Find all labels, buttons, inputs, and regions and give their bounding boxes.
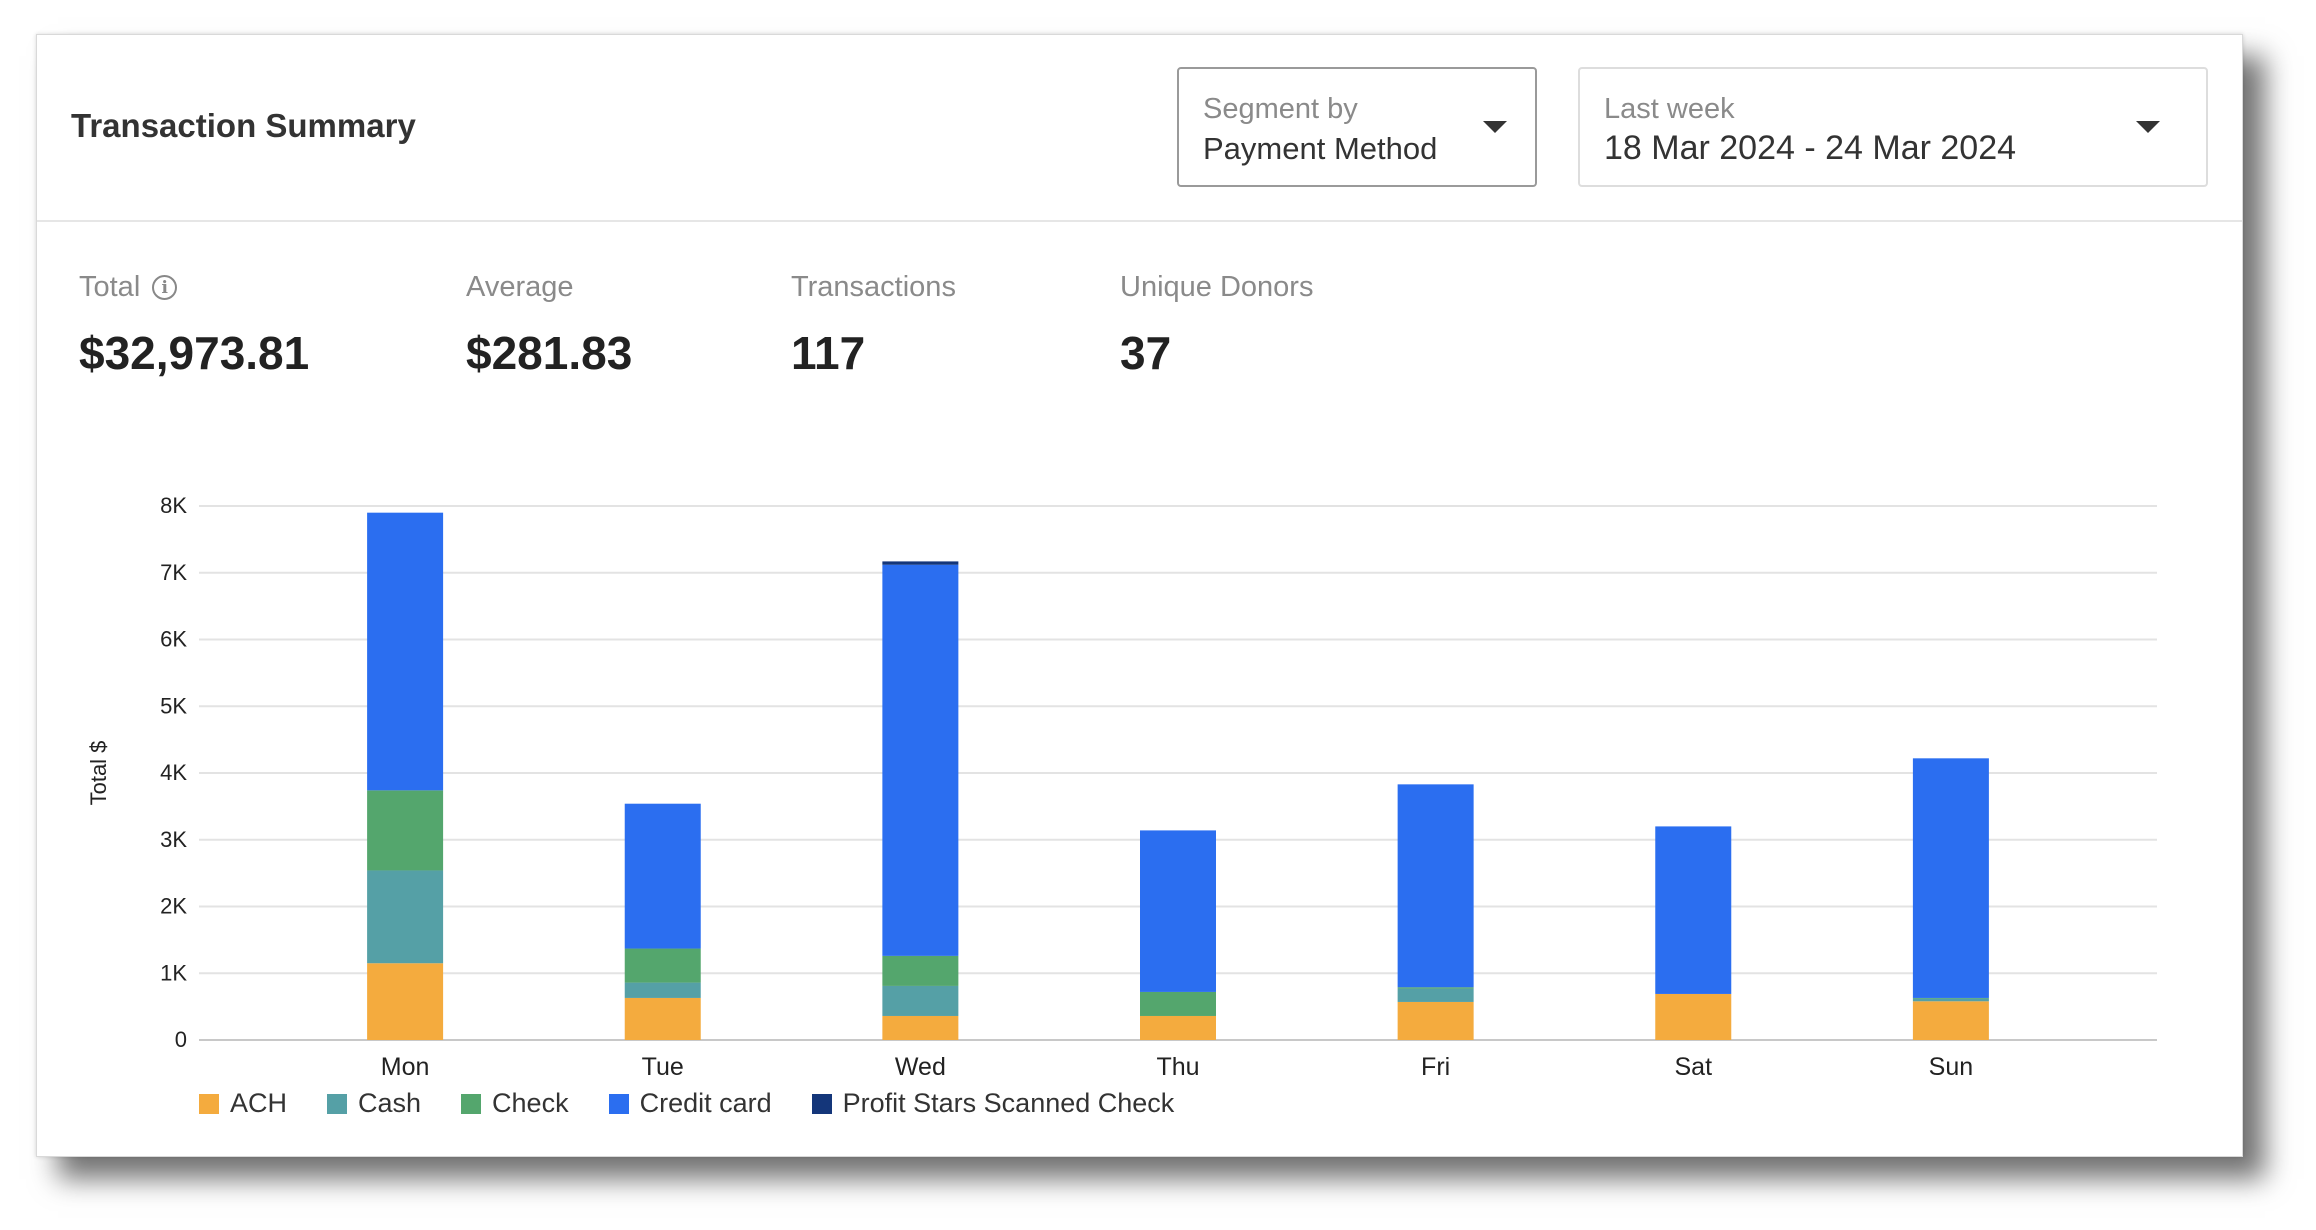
transaction-summary-card: Transaction Summary Segment by Payment M…: [36, 34, 2243, 1157]
metric-transactions-value: 117: [791, 327, 866, 379]
bar-credit-card-thu[interactable]: [1140, 830, 1216, 992]
legend-item-ach[interactable]: ACH: [199, 1088, 287, 1119]
legend-label: Check: [492, 1088, 569, 1118]
x-tick-label: Thu: [1156, 1053, 1199, 1075]
bar-cash-mon[interactable]: [367, 870, 444, 964]
segment-by-select[interactable]: Segment by Payment Method: [1177, 67, 1537, 187]
x-tick-label: Fri: [1421, 1053, 1450, 1075]
y-tick-label: 8K: [160, 493, 187, 518]
bar-cash-wed[interactable]: [882, 985, 959, 1016]
legend-swatch: [608, 1093, 629, 1114]
info-icon[interactable]: i: [152, 275, 178, 300]
x-tick-label: Tue: [642, 1053, 684, 1075]
bar-credit-card-tue[interactable]: [624, 803, 701, 949]
segment-by-label: Segment by: [1203, 93, 1358, 125]
legend-item-profit-stars-scanned-check[interactable]: Profit Stars Scanned Check: [811, 1088, 1175, 1119]
metric-transactions: Transactions 117: [791, 271, 956, 380]
y-tick-label: 2K: [160, 894, 187, 919]
legend-swatch: [327, 1093, 348, 1114]
x-tick-label: Mon: [381, 1053, 430, 1075]
bar-credit-card-fri[interactable]: [1397, 784, 1474, 988]
legend-item-cash[interactable]: Cash: [327, 1088, 421, 1119]
date-range-value: 18 Mar 2024 - 24 Mar 2024: [1604, 129, 2017, 167]
bar-cash-fri[interactable]: [1397, 988, 1474, 1002]
x-tick-label: Sun: [1929, 1053, 1973, 1075]
card-title: Transaction Summary: [71, 107, 416, 144]
metric-unique-donors: Unique Donors 37: [1120, 271, 1313, 380]
bar-check-mon[interactable]: [367, 790, 444, 871]
legend-swatch: [199, 1093, 219, 1114]
bar-cash-tue[interactable]: [624, 982, 701, 998]
bar-credit-card-sat[interactable]: [1655, 826, 1732, 994]
bar-profit-stars-scanned-check-wed[interactable]: [882, 561, 959, 565]
metric-total-value: $32,973.81: [79, 327, 310, 379]
metric-unique-donors-label: Unique Donors: [1120, 271, 1314, 303]
bar-credit-card-wed[interactable]: [882, 564, 959, 956]
metric-unique-donors-value: 37: [1120, 327, 1172, 379]
legend-swatch: [461, 1093, 482, 1114]
bar-ach-sat[interactable]: [1655, 993, 1732, 1040]
bar-ach-tue[interactable]: [624, 997, 701, 1040]
legend-label: ACH: [230, 1088, 288, 1118]
legend-label: Credit card: [639, 1088, 772, 1118]
y-tick-label: 7K: [160, 560, 187, 585]
legend-item-check[interactable]: Check: [461, 1088, 569, 1119]
bar-check-thu[interactable]: [1140, 991, 1216, 1016]
bar-ach-thu[interactable]: [1140, 1015, 1216, 1040]
legend-swatch: [811, 1093, 832, 1114]
metric-total: Total i $32,973.81: [79, 271, 309, 380]
stacked-bar-chart: 0 1K 2K 3K 4K 5K 6K 7K 8K Total $ Mon Tue Wed Thu Fri S…: [86, 493, 2157, 1075]
bar-ach-mon[interactable]: [367, 963, 444, 1040]
chevron-down-icon: [1483, 121, 1507, 133]
bar-ach-sun[interactable]: [1912, 1001, 1989, 1040]
metric-average: Average $281.83: [466, 271, 632, 380]
legend-item-credit-card[interactable]: Credit card: [608, 1088, 772, 1119]
bar-cash-sun[interactable]: [1912, 998, 1989, 1002]
segment-by-value: Payment Method: [1203, 131, 1438, 166]
bar-check-wed[interactable]: [882, 955, 959, 986]
x-tick-label: Sat: [1674, 1053, 1712, 1075]
metric-transactions-label: Transactions: [791, 271, 956, 303]
bar-credit-card-mon[interactable]: [367, 512, 444, 791]
date-range-select[interactable]: Last week 18 Mar 2024 - 24 Mar 2024: [1578, 67, 2208, 187]
legend-label: Profit Stars Scanned Check: [842, 1088, 1175, 1118]
x-tick-label: Wed: [895, 1053, 946, 1075]
y-tick-label: 1K: [160, 960, 187, 985]
bar-check-tue[interactable]: [624, 948, 701, 983]
y-tick-label: 6K: [160, 627, 187, 652]
bar-check-fri[interactable]: [1397, 987, 1474, 989]
card-header: Transaction Summary Segment by Payment M…: [37, 35, 2242, 222]
bar-ach-fri[interactable]: [1397, 1001, 1474, 1040]
chart-legend: ACH Cash Check Credit card Profit Stars Scan…: [199, 1088, 1174, 1119]
y-tick-label: 0: [175, 1027, 187, 1052]
metric-average-label: Average: [466, 271, 574, 303]
y-axis-label: Total $: [86, 741, 111, 806]
y-tick-label: 3K: [160, 827, 187, 852]
bar-ach-wed[interactable]: [882, 1015, 959, 1040]
bar-check-sun[interactable]: [1912, 997, 1989, 999]
metric-total-label: Total: [79, 271, 141, 303]
bar-credit-card-sun[interactable]: [1912, 758, 1989, 998]
metric-average-value: $281.83: [466, 327, 633, 379]
chevron-down-icon: [2136, 121, 2160, 133]
y-tick-label: 4K: [160, 760, 187, 785]
legend-label: Cash: [358, 1088, 422, 1118]
date-range-label: Last week: [1604, 93, 1735, 125]
y-tick-label: 5K: [160, 693, 187, 718]
